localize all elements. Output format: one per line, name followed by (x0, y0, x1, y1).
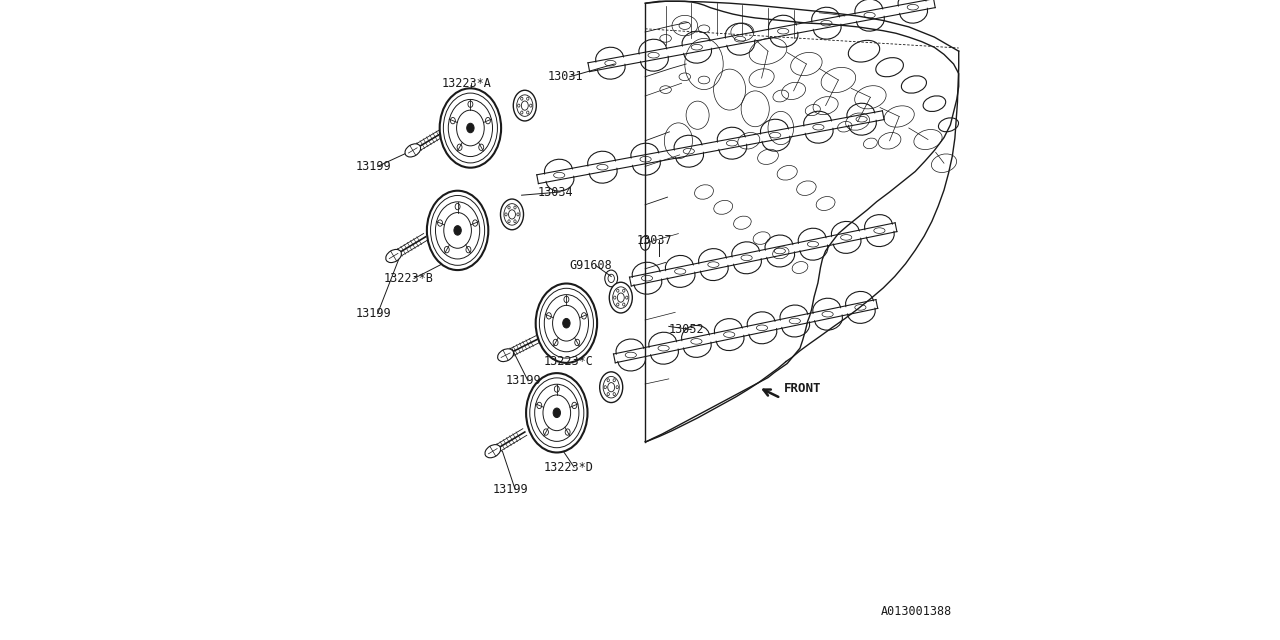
Ellipse shape (467, 124, 474, 132)
Ellipse shape (498, 349, 513, 362)
Ellipse shape (513, 90, 536, 121)
Ellipse shape (439, 88, 502, 168)
Ellipse shape (485, 445, 500, 458)
Text: 13199: 13199 (506, 374, 541, 387)
Text: 13034: 13034 (538, 186, 573, 198)
Ellipse shape (600, 372, 623, 403)
Ellipse shape (500, 199, 524, 230)
Text: G91608: G91608 (570, 259, 612, 272)
Ellipse shape (385, 250, 402, 262)
Ellipse shape (428, 191, 489, 270)
Text: 13223*B: 13223*B (384, 272, 434, 285)
Text: 13052: 13052 (668, 323, 704, 336)
Ellipse shape (454, 226, 461, 235)
Ellipse shape (563, 319, 570, 328)
Text: 13199: 13199 (356, 160, 390, 173)
Text: A013001388: A013001388 (881, 605, 952, 618)
Text: 13031: 13031 (548, 70, 582, 83)
Ellipse shape (609, 282, 632, 313)
Ellipse shape (526, 373, 588, 452)
Text: FRONT: FRONT (783, 382, 822, 395)
Text: 13199: 13199 (356, 307, 390, 320)
Ellipse shape (553, 408, 561, 417)
Text: 13199: 13199 (493, 483, 529, 496)
Text: 13223*C: 13223*C (544, 355, 594, 368)
Ellipse shape (404, 144, 421, 157)
Text: 13223*D: 13223*D (544, 461, 594, 474)
Text: 13037: 13037 (637, 234, 672, 246)
Ellipse shape (535, 284, 596, 363)
Text: 13223*A: 13223*A (442, 77, 492, 90)
